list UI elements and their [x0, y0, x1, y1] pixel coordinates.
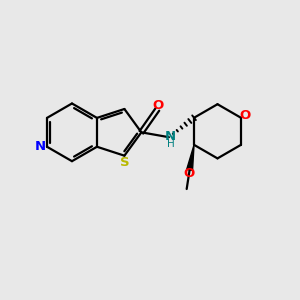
- Text: N: N: [35, 140, 46, 153]
- Text: O: O: [183, 167, 195, 181]
- Text: O: O: [153, 99, 164, 112]
- Polygon shape: [187, 145, 194, 170]
- Text: H: H: [167, 139, 174, 149]
- Text: O: O: [239, 109, 250, 122]
- Text: N: N: [165, 130, 176, 142]
- Text: S: S: [120, 156, 130, 169]
